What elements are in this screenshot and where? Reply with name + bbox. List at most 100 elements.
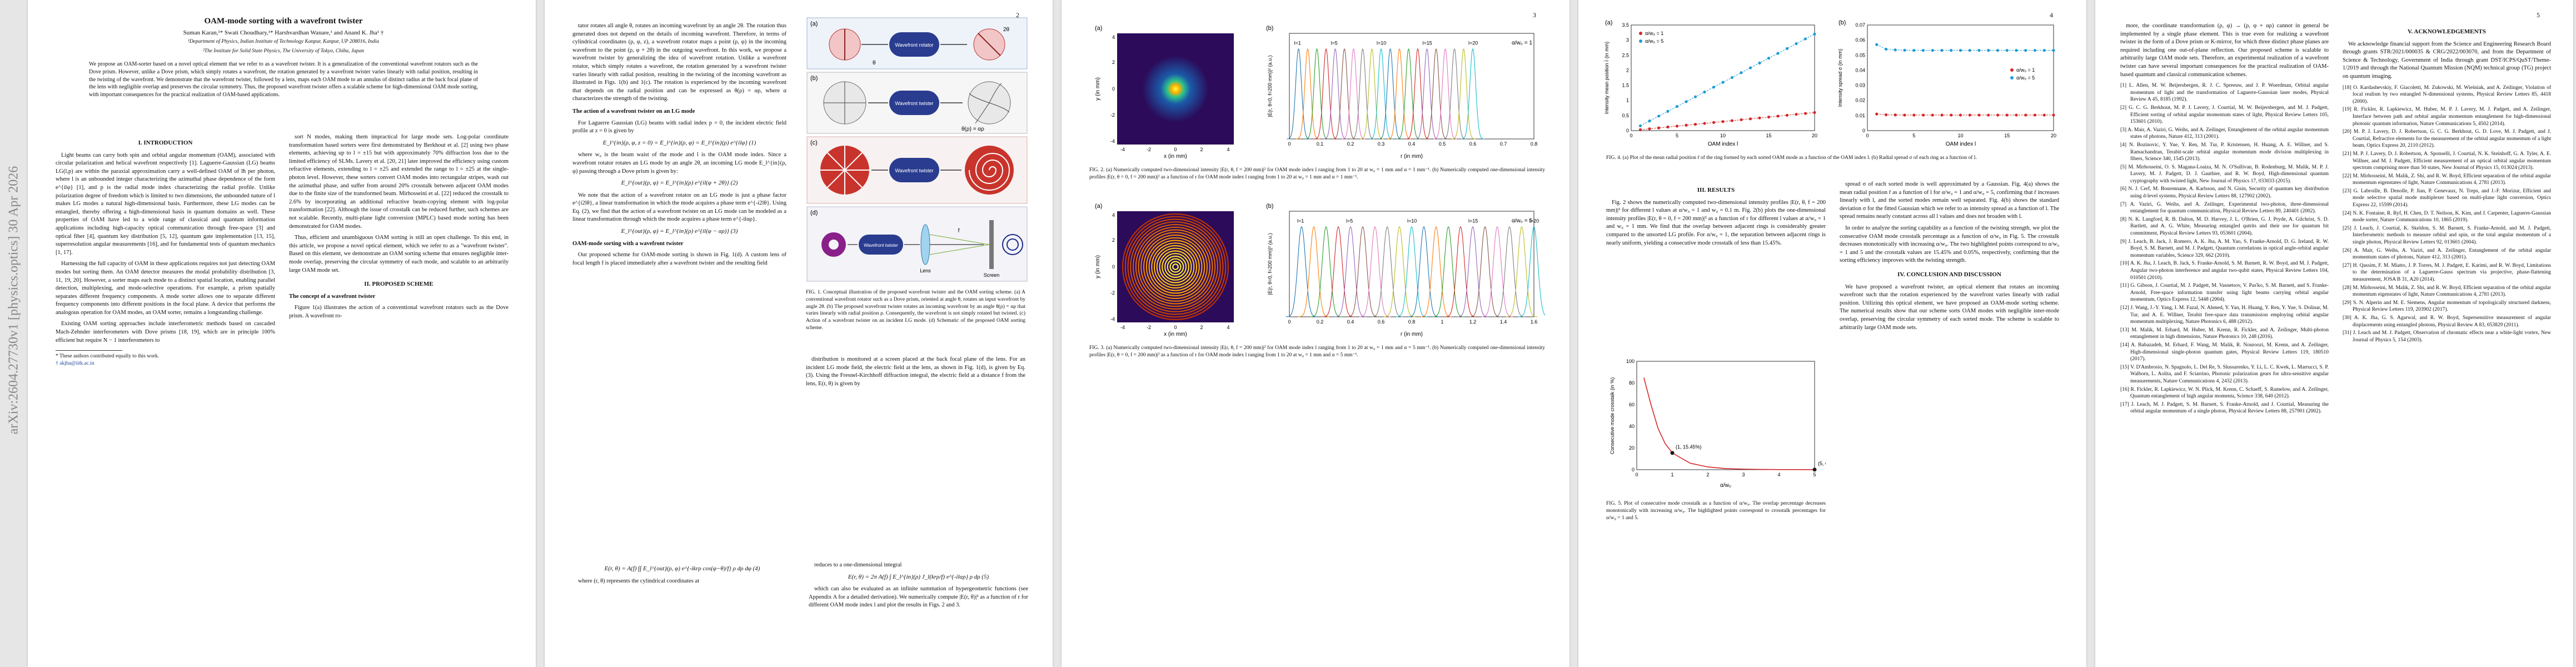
data-point: [1721, 81, 1725, 84]
fig1a-label: (a): [810, 21, 818, 27]
y-tick: 2: [1626, 67, 1629, 73]
series-line: [1640, 112, 1815, 130]
tick: -4: [1120, 325, 1125, 330]
profile-curve: [1396, 226, 1428, 317]
data-point: [2033, 49, 2037, 52]
data-point: [2052, 49, 2055, 52]
reference-item: [11] G. Gibson, J. Courtial, M. J. Padge…: [2120, 283, 2329, 303]
data-point: [1666, 125, 1670, 129]
profile-curve: [1481, 226, 1513, 317]
intensity-ring: [1132, 223, 1219, 310]
data-point: [1903, 113, 1906, 117]
figure-3-caption: FIG. 3. (a) Numerically computed two-dim…: [1089, 345, 1545, 358]
tick: -2: [1110, 290, 1115, 296]
fig4b-ticks: 0 5 10 15 20 0 0.01 0.02 0.03 0.04 0.05 0.06 0.07: [1855, 22, 2056, 138]
tick-label: 0.8: [1408, 319, 1416, 325]
figure-3b: (b) α/w₀ = 5 r (in mm) |E(r, θ=0, f=200 …: [1266, 203, 1545, 337]
tick-label: 0.6: [1378, 319, 1385, 325]
footnote-1: * These authors contributed equally to t…: [56, 354, 160, 360]
p2-bottom-para: where (r, θ) represents the cylindrical …: [578, 578, 700, 584]
p2-para-4: We note that the action of a wavefront r…: [572, 192, 786, 223]
fig5-plot-area: [1636, 361, 1815, 470]
fig3b-legend: α/w₀ = 5: [1512, 218, 1532, 224]
section-acknowledgements: V. ACKNOWLEDGEMENTS: [2408, 28, 2486, 35]
fig2b-ylabel: |E(r, θ=0, f=200 mm)|² (a.u.): [1267, 55, 1273, 117]
p2-para-5: Our proposed scheme for OAM-mode sorting…: [572, 252, 786, 266]
data-point: [1638, 128, 1642, 131]
data-point: [1776, 115, 1780, 118]
intensity-ring: [1127, 218, 1224, 315]
intensity-ring: [1148, 240, 1203, 294]
profile-curve: [1469, 226, 1501, 317]
tick: 4: [1112, 34, 1115, 40]
data-point: [2005, 113, 2009, 117]
intensity-ring: [1135, 226, 1216, 307]
reference-item: [17] J. Leach, M. J. Padgett, S. M. Barn…: [2120, 401, 2329, 415]
data-point: [1894, 113, 1897, 117]
tick-label: 0.8: [1531, 141, 1538, 147]
reference-item: [4] N. Bozinovic, Y. Yue, Y. Ren, M. Tur…: [2120, 142, 2329, 162]
fig4b-marks: [1875, 43, 2055, 117]
acknowledgement-para: We acknowledge financial support from th…: [2343, 41, 2551, 79]
p2-para-2: For Laguerre Gaussian (LG) beams with ra…: [572, 120, 786, 135]
legend-label-2: α/w₀ = 5: [2016, 75, 2035, 81]
intensity-ring: [1159, 250, 1192, 283]
page-number: 5: [2537, 11, 2540, 19]
intensity-ring: [1162, 253, 1189, 281]
data-point: [2042, 113, 2046, 117]
intensity-ring: [1124, 216, 1227, 318]
legend-marker-1: [2010, 68, 2014, 72]
tick-label: 0.6: [1469, 141, 1477, 147]
p2-bottom-left: E(r, θ) = A(f) ∫∫ E_l^{out}(ρ, φ) e^{-ik…: [572, 561, 792, 613]
tick-label: 0.2: [1347, 141, 1354, 147]
figure-5: (1, 15.45%) (5, 0.05%) 0 1 2 3 4 5 0 20 40 60 80 100…: [1610, 359, 1826, 489]
figure-2a: (a) x (in mm) y (in mm) -4 -2 0 2 4 4 2 …: [1095, 25, 1234, 160]
tick: 0: [1112, 86, 1115, 92]
tick: 2: [1112, 237, 1115, 243]
reference-item: [8] N. K. Langford, R. B. Dalton, M. D. …: [2120, 216, 2329, 237]
data-point: [1884, 47, 1888, 51]
data-point: [1959, 113, 1962, 117]
fig1d-lens-label: Lens: [920, 268, 931, 273]
profile-curve: [1322, 226, 1354, 317]
x-tick: 3: [1742, 472, 1745, 477]
footnote-2[interactable]: † akjha@iitk.ac.in: [56, 361, 94, 367]
figure-4a: (a) 0 5 10 15 20 0 0.5 1 1.5 2 2.5 3 3.5 OAM index l…: [1604, 19, 1817, 147]
legend-marker-1: [1639, 32, 1642, 35]
x-tick: 5: [1912, 133, 1915, 138]
data-point: [1721, 120, 1725, 123]
fig2b-label: (b): [1266, 25, 1273, 32]
data-point: [1767, 115, 1771, 119]
data-point: [1996, 113, 2000, 117]
series-line: [1876, 113, 2054, 116]
y-tick: 100: [1626, 359, 1635, 364]
fig1a-two-theta: 2θ: [1003, 27, 1010, 33]
data-point: [1712, 86, 1716, 89]
profile-curve: [1452, 48, 1476, 140]
x-tick: 20: [1812, 133, 1817, 138]
figure-5-caption: FIG. 5. Plot of consecutive mode crossta…: [1606, 501, 1826, 521]
profile-curve: [1518, 226, 1545, 317]
legend-label-2: α/w₀ = 5: [1645, 38, 1663, 44]
p4-column-left: III. RESULTS Fig. 2 shows the numericall…: [1606, 181, 1826, 251]
fig3a-xlabel: x (in mm): [1164, 331, 1187, 337]
fig1d-focal-label: f: [958, 228, 960, 234]
fig4b-xlabel: OAM index l: [1946, 141, 1976, 147]
data-point: [1785, 113, 1789, 117]
page-2: 2 tator rotates all angle θ, rotates an …: [545, 0, 1053, 667]
p5-column-right: V. ACKNOWLEDGEMENTS We acknowledge finan…: [2343, 22, 2551, 345]
mode-label: l=15: [1423, 40, 1432, 46]
p2-para-1: tator rotates all angle θ, rotates an in…: [572, 23, 786, 102]
profile-curve: [1383, 226, 1416, 317]
fig3a-ylabel: y (in mm): [1095, 255, 1101, 278]
mode-label: l=10: [1407, 218, 1417, 223]
tick: 4: [1227, 147, 1229, 152]
reference-item: [5] M. Mirhosseini, O. S. Magana-Loaiza,…: [2120, 164, 2329, 184]
x-tick: 20: [2051, 133, 2056, 138]
section-proposed-scheme: II. PROPOSED SCHEME: [364, 281, 434, 288]
fig1d-input-mode-core: [829, 240, 839, 250]
fig1b-alpha-rho: θ(ρ) = αρ: [961, 126, 984, 132]
tick-label: 0.1: [1317, 141, 1324, 147]
y-tick: 3: [1626, 37, 1629, 43]
data-point: [1748, 66, 1752, 69]
